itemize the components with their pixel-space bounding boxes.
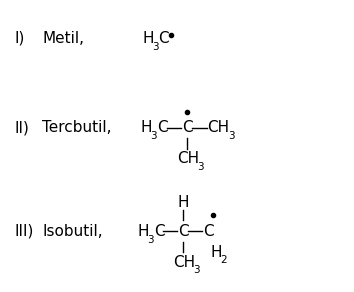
Text: C: C (158, 31, 169, 46)
Text: C: C (182, 120, 193, 135)
Text: CH: CH (177, 151, 199, 166)
Text: C: C (202, 224, 213, 239)
Text: C: C (157, 120, 168, 135)
Text: H: H (178, 195, 189, 210)
Text: 3: 3 (228, 131, 234, 141)
Text: C: C (178, 224, 189, 239)
Text: Isobutil,: Isobutil, (42, 224, 103, 239)
Text: H: H (141, 120, 152, 135)
Text: III): III) (15, 224, 34, 239)
Text: I): I) (15, 31, 25, 46)
Text: CH: CH (173, 255, 195, 270)
Text: 3: 3 (152, 42, 159, 52)
Text: H: H (142, 31, 154, 46)
Text: Metil,: Metil, (42, 31, 84, 46)
Text: C: C (154, 224, 164, 239)
Text: II): II) (15, 120, 29, 135)
Text: H: H (210, 245, 222, 260)
Text: 3: 3 (150, 131, 157, 141)
Text: 3: 3 (193, 265, 200, 275)
Text: 3: 3 (198, 162, 204, 172)
Text: H: H (137, 224, 149, 239)
Text: CH: CH (207, 120, 230, 135)
Text: 2: 2 (220, 255, 227, 265)
Text: 3: 3 (147, 234, 154, 245)
Text: Tercbutil,: Tercbutil, (42, 120, 112, 135)
